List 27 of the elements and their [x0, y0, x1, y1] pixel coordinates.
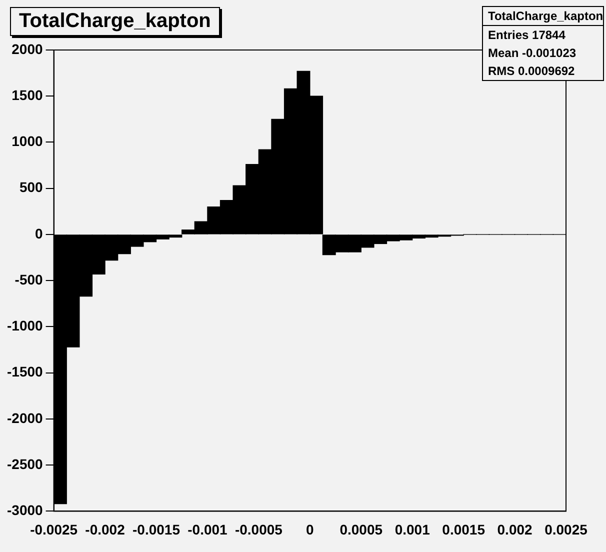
y-tick-label: -500: [14, 271, 44, 288]
y-tick-label: -2500: [6, 456, 44, 472]
annotation: RMS 0.0009692: [487, 63, 576, 80]
x-tick-label: 0.0005: [340, 521, 383, 538]
y-tick-label: 1500: [12, 86, 44, 103]
x-tick-label: 0.002: [497, 521, 533, 538]
y-tick-label: -1000: [6, 318, 44, 334]
chart-title: TotalCharge_kapton: [10, 7, 220, 36]
x-tick-label: -0.0015: [132, 521, 180, 538]
x-tick-label: -0.0005: [234, 521, 283, 538]
y-tick-label: 0: [35, 225, 44, 242]
y-tick-label: -2000: [6, 410, 44, 426]
y-tick-label: 500: [19, 179, 44, 196]
y-tick-label: 2000: [12, 40, 44, 57]
x-tick-label: 0.0015: [442, 521, 486, 538]
text: TotalCharge_kapton: [483, 7, 604, 26]
x-tick-label: 0.001: [394, 521, 430, 538]
y-tick-label: -1500: [6, 364, 44, 380]
x-tick-label: -0.0025: [30, 521, 78, 538]
y-tick-label: -3000: [6, 502, 44, 518]
x-tick-label: 0.0025: [544, 521, 588, 538]
text: Entries 17844: [487, 27, 566, 44]
x-tick-label: -0.002: [85, 521, 126, 538]
annotation: Mean -0.001023: [487, 45, 578, 62]
y-tick-label: 1000: [12, 133, 44, 150]
x-tick-label: -0.001: [188, 521, 228, 538]
x-tick-label: 0: [306, 521, 314, 538]
